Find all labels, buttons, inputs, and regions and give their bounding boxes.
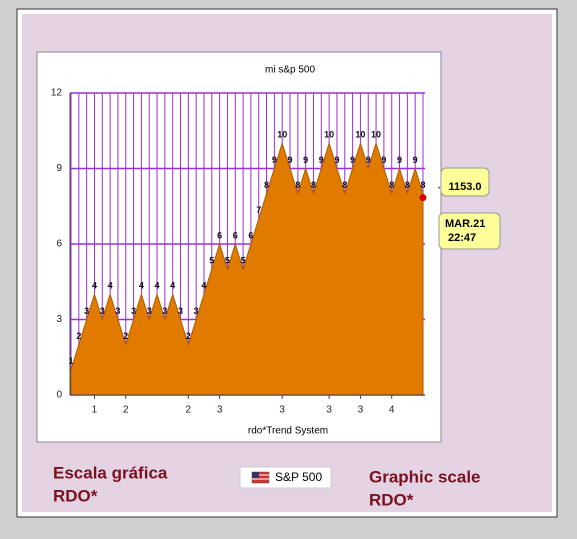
data-label: 4 <box>108 281 113 291</box>
last-point <box>419 194 427 202</box>
data-label: 10 <box>371 130 381 140</box>
x-tick-label: 2 <box>123 405 129 416</box>
data-label: 9 <box>319 155 324 165</box>
date-label: MAR.21 <box>445 218 485 230</box>
y-tick-label: 6 <box>56 239 62 250</box>
data-label: 4 <box>170 281 175 291</box>
data-label: 6 <box>248 230 253 240</box>
data-label: 10 <box>355 130 365 140</box>
x-tick-label: 1 <box>92 405 98 416</box>
data-label: 3 <box>178 306 183 316</box>
data-label: 8 <box>420 180 425 190</box>
data-label: 9 <box>334 155 339 165</box>
x-tick-label: 3 <box>326 405 332 416</box>
data-label: 4 <box>201 281 206 291</box>
data-label: 10 <box>324 130 334 140</box>
data-label: 9 <box>366 155 371 165</box>
chart-title: mi s&p 500 <box>265 65 315 76</box>
x-tick-label: 3 <box>358 405 364 416</box>
y-tick-label: 3 <box>56 314 62 325</box>
data-label: 9 <box>413 155 418 165</box>
data-label: 3 <box>147 306 152 316</box>
footer-right: Graphic scale <box>369 467 481 486</box>
footer-left: RDO* <box>53 486 98 505</box>
footer-right: RDO* <box>369 490 414 509</box>
data-label: 3 <box>131 306 136 316</box>
footer-left: Escala gráfica <box>53 463 168 482</box>
data-label: 9 <box>350 155 355 165</box>
data-label: 2 <box>76 331 81 341</box>
data-label: 2 <box>123 331 128 341</box>
data-label: 1 <box>68 356 73 366</box>
data-label: 5 <box>225 256 230 266</box>
data-label: 9 <box>303 155 308 165</box>
price-label: 1153.0 <box>448 181 481 193</box>
data-label: 8 <box>264 180 269 190</box>
data-label: 6 <box>233 230 238 240</box>
data-label: 5 <box>241 256 246 266</box>
data-label: 3 <box>115 306 120 316</box>
x-tick-label: 3 <box>217 405 223 416</box>
data-label: 8 <box>342 180 347 190</box>
data-label: 2 <box>186 331 191 341</box>
data-label: 5 <box>209 256 214 266</box>
x-tick-label: 3 <box>279 405 285 416</box>
data-label: 4 <box>139 281 144 291</box>
data-label: 9 <box>288 155 293 165</box>
y-tick-label: 12 <box>51 88 63 99</box>
y-tick-label: 0 <box>56 390 62 401</box>
data-label: 8 <box>295 180 300 190</box>
data-label: 3 <box>84 306 89 316</box>
x-tick-label: 4 <box>389 405 395 416</box>
data-label: 3 <box>162 306 167 316</box>
y-tick-label: 9 <box>56 163 62 174</box>
price-box <box>440 167 490 197</box>
data-label: 3 <box>194 306 199 316</box>
area <box>70 141 424 396</box>
badge-label[interactable]: S&P 500 <box>275 470 322 484</box>
x-axis-label: rdo*Trend System <box>248 426 328 437</box>
time-label: 22:47 <box>448 232 476 244</box>
flag-icon <box>251 471 270 484</box>
data-label: 3 <box>100 306 105 316</box>
data-label: 7 <box>256 205 261 215</box>
x-tick-label: 2 <box>186 405 192 416</box>
data-label: 10 <box>277 130 287 140</box>
data-label: 9 <box>272 155 277 165</box>
data-label: 9 <box>381 155 386 165</box>
data-label: 8 <box>389 180 394 190</box>
data-label: 6 <box>217 230 222 240</box>
date-box <box>438 212 501 250</box>
data-label: 8 <box>311 180 316 190</box>
data-label: 8 <box>405 180 410 190</box>
data-label: 4 <box>92 281 97 291</box>
data-label: 9 <box>397 155 402 165</box>
data-label: 4 <box>155 281 160 291</box>
